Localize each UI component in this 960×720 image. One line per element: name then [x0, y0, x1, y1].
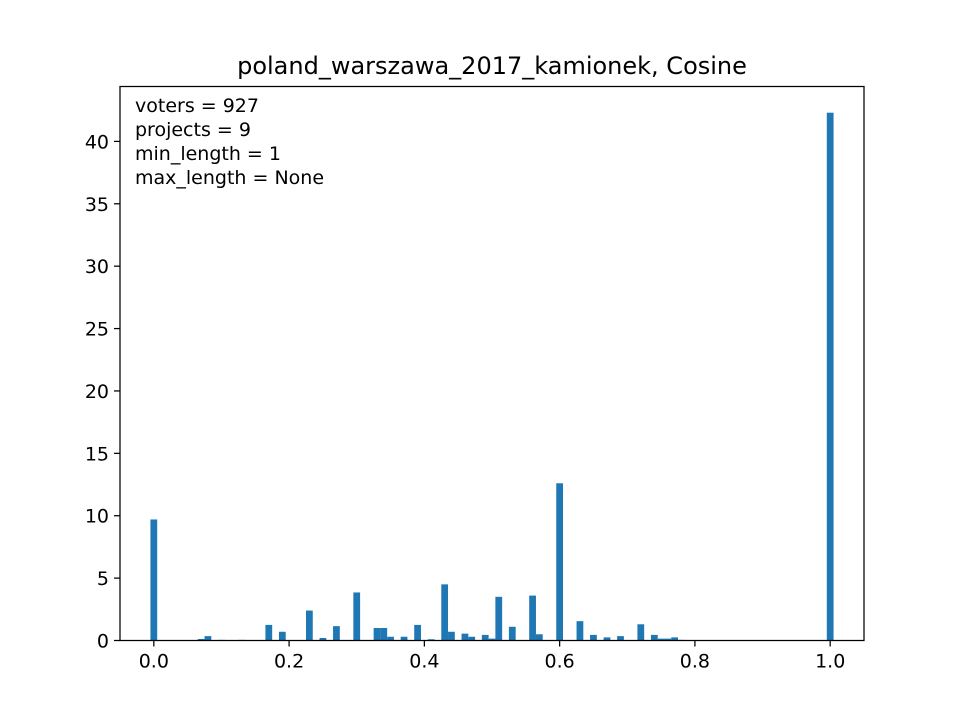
- histogram-bar: [197, 639, 205, 641]
- histogram-bar: [576, 621, 584, 641]
- x-tick-label: 0.0: [139, 651, 169, 673]
- bars-layer: [150, 112, 834, 641]
- histogram-bar: [495, 596, 503, 641]
- histogram-bar: [529, 595, 536, 641]
- histogram-bar: [481, 634, 489, 641]
- histogram-bar: [671, 637, 678, 641]
- histogram-bar: [319, 638, 327, 641]
- y-tick-label: 40: [85, 131, 109, 153]
- histogram-bar: [637, 624, 645, 641]
- y-tick-label: 35: [85, 194, 109, 216]
- histogram-bar: [333, 626, 340, 641]
- y-tick-label: 5: [97, 568, 109, 590]
- histogram-bar: [826, 112, 834, 641]
- plot-area-frame: [119, 85, 865, 642]
- x-tick-label: 0.2: [274, 651, 304, 673]
- histogram-bar: [650, 634, 658, 641]
- histogram-bar: [150, 519, 158, 641]
- histogram-bar: [535, 634, 543, 641]
- histogram-bar: [657, 638, 665, 641]
- chart-title: poland_warszawa_2017_kamionek, Cosine: [237, 52, 747, 80]
- x-tick-label: 0.4: [409, 651, 439, 673]
- histogram-bar: [387, 636, 394, 641]
- histogram-bar: [556, 483, 564, 641]
- histogram-bar: [380, 628, 388, 641]
- histogram-bar: [441, 584, 449, 641]
- y-tick-label: 0: [97, 631, 109, 653]
- histogram-bar: [664, 638, 672, 641]
- y-tick-label: 25: [85, 319, 109, 341]
- y-tick-label: 20: [85, 381, 109, 403]
- histogram-bar: [373, 628, 381, 641]
- y-tick-label: 10: [85, 506, 109, 528]
- annotation-projects: projects = 9: [135, 119, 251, 141]
- annotation-min-length: min_length = 1: [135, 143, 281, 165]
- histogram-bar: [448, 631, 455, 641]
- histogram-bar: [400, 636, 408, 641]
- histogram-bar: [278, 631, 286, 641]
- y-axis-ticks: 0 5 10 15 20 25 30 35 40: [85, 131, 120, 653]
- histogram-bar: [590, 634, 597, 641]
- histogram-bar: [353, 592, 361, 641]
- x-tick-label: 0.8: [680, 651, 710, 673]
- annotation-voters: voters = 927: [135, 95, 259, 117]
- y-tick-label: 15: [85, 443, 109, 465]
- histogram-bar: [414, 624, 421, 641]
- histogram-bar: [488, 638, 496, 641]
- x-tick-label: 1.0: [815, 651, 845, 673]
- stats-annotation: voters = 927 projects = 9 min_length = 1…: [135, 95, 324, 189]
- histogram-bar: [468, 636, 476, 641]
- x-tick-label: 0.6: [545, 651, 575, 673]
- histogram-bar: [617, 636, 624, 641]
- y-tick-label: 30: [85, 256, 109, 278]
- histogram-bar: [306, 610, 313, 641]
- histogram-bar: [461, 633, 469, 641]
- histogram-bar: [603, 637, 611, 641]
- annotation-max-length: max_length = None: [135, 167, 324, 189]
- histogram-bar: [204, 636, 212, 641]
- histogram-bar: [508, 626, 516, 641]
- x-axis-ticks: 0.0 0.2 0.4 0.6 0.8 1.0: [139, 640, 845, 673]
- histogram-bar: [265, 624, 273, 641]
